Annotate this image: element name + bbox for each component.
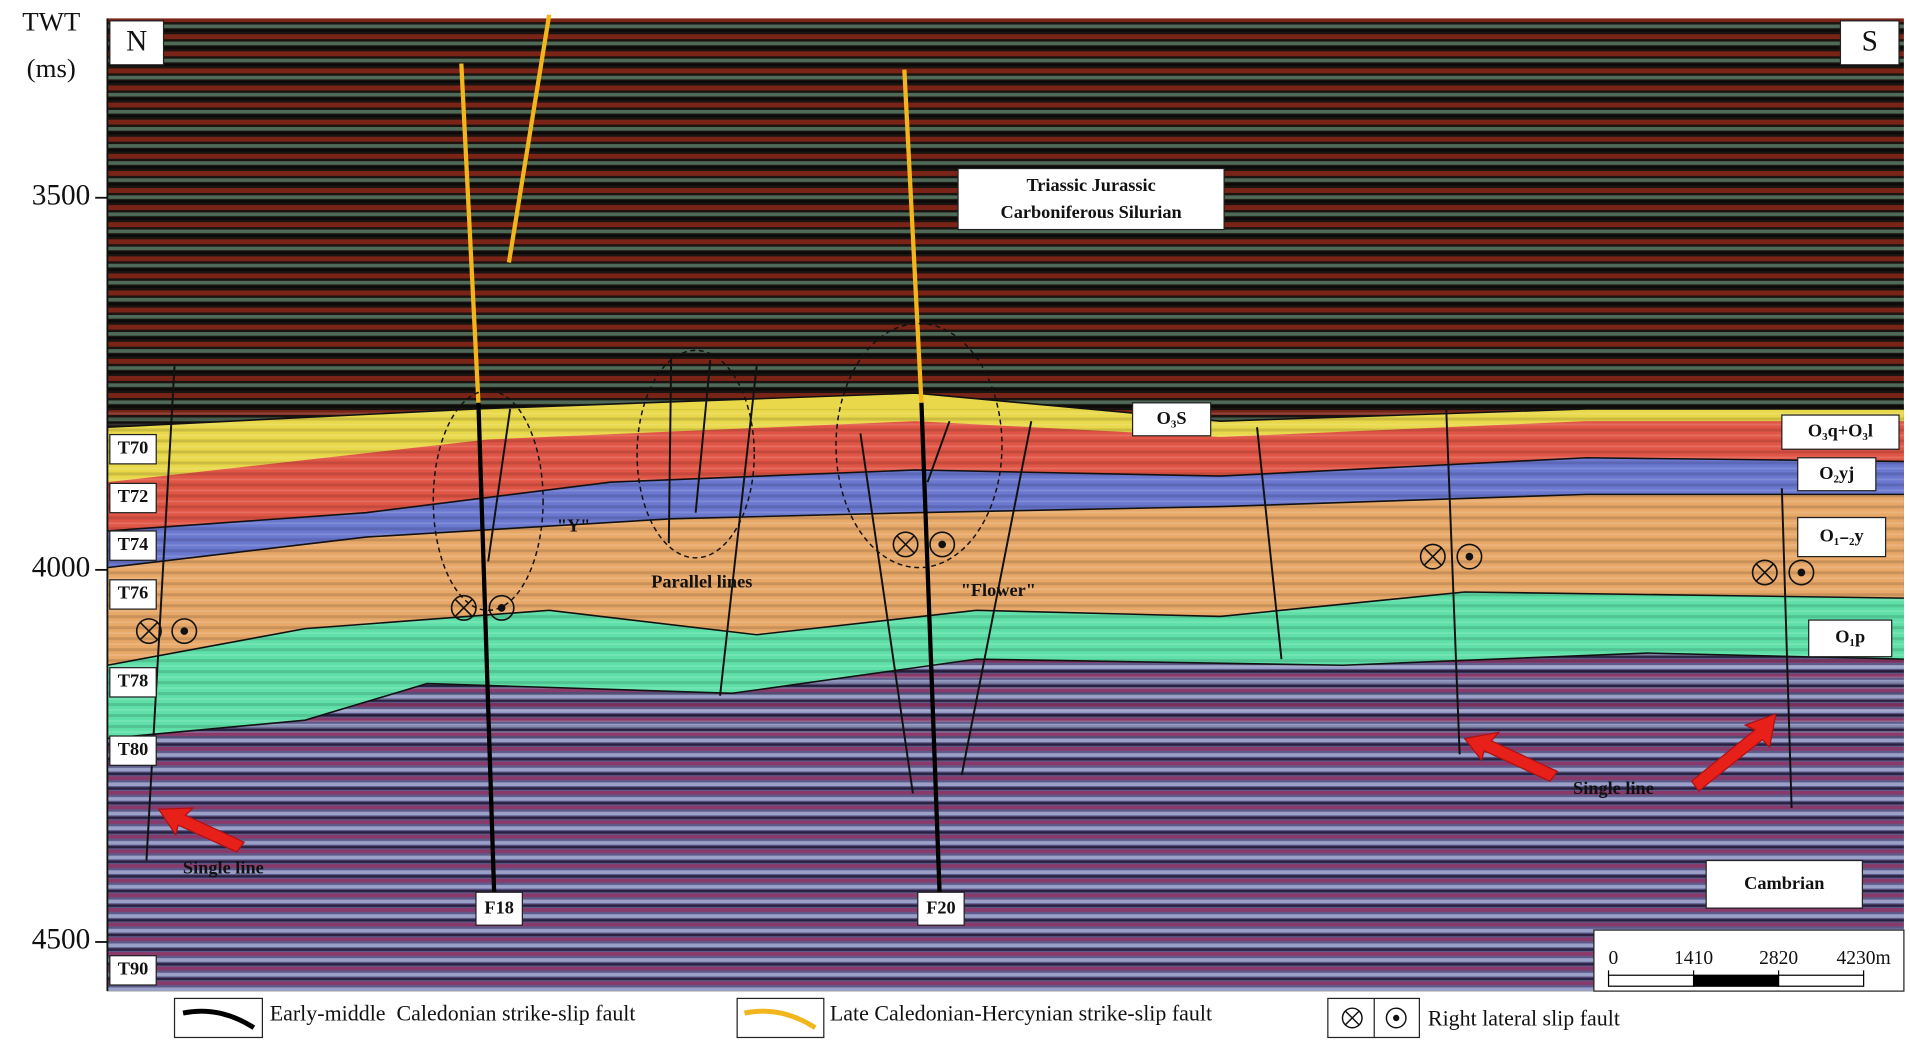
horizon-box (109, 530, 157, 561)
y-tick-label: 3500 (32, 179, 91, 211)
legend-label: Early-middle Caledonian strike-slip faul… (270, 1001, 636, 1026)
horizon-label: T76 (118, 583, 149, 603)
scale-tick-label: 2820 (1759, 948, 1798, 969)
formation-labels: Triassic Jurassic Carboniferous Silurian… (957, 167, 1900, 909)
horizon-label: T78 (118, 671, 149, 691)
formation-label: O₁₋₂y (1820, 525, 1864, 545)
annotation: Single line (1573, 778, 1654, 798)
annotation: Parallel lines (651, 572, 752, 592)
fault-label: F18 (484, 898, 513, 918)
horizon-label: T72 (118, 486, 149, 506)
horizon-label: T74 (118, 534, 149, 554)
arrows (157, 713, 1777, 853)
formation-label: O₂yj (1819, 463, 1854, 483)
seismic-section (107, 18, 1904, 992)
scale-segment (1777, 974, 1865, 987)
y-tick-label: 4500 (32, 924, 91, 956)
legend-label: Right lateral slip fault (1428, 1005, 1620, 1030)
scale-tick-label: 4230m (1837, 948, 1891, 969)
y-tick-label: 4000 (32, 552, 91, 584)
horizon-label: T90 (118, 959, 149, 979)
annotation: "Flower" (961, 580, 1036, 600)
compass-label: N (126, 26, 147, 58)
fault-label: F20 (926, 898, 955, 918)
formation-label: O₃q+O₃l (1808, 420, 1873, 440)
scale-tick-label: 1410 (1674, 948, 1713, 969)
axis: TWT (ms) 3500 4000 4500 (22, 7, 109, 992)
annotations: "Y" Parallel lines "Flower" Single line … (183, 516, 1654, 926)
horizon-box (109, 735, 157, 766)
slip-symbols (135, 531, 1815, 645)
scale-bar: 0 1410 2820 4230m (1593, 929, 1905, 992)
compass-label: S (1862, 26, 1878, 58)
legend-label: Late Caledonian-Hercynian strike-slip fa… (830, 1001, 1212, 1026)
axis-title: (ms) (27, 53, 76, 83)
scale-tick-label: 0 (1609, 948, 1619, 969)
horizon-box (109, 482, 157, 514)
formation-label: O₃S (1157, 408, 1187, 428)
horizon-box (109, 667, 157, 698)
legend: Early-middle Caledonian strike-slip faul… (173, 997, 1620, 1039)
formation-label: Triassic Jurassic (1026, 175, 1155, 195)
formation-label: O₁p (1835, 627, 1865, 647)
annotation: Single line (183, 857, 264, 877)
horizon-box (109, 579, 157, 610)
horizon-label: T80 (118, 739, 149, 759)
axis-title: TWT (22, 7, 80, 37)
faults (145, 14, 1793, 898)
formation-label: Cambrian (1744, 873, 1824, 893)
scale-segment (1692, 974, 1780, 987)
horizon-box (109, 955, 157, 986)
horizon-box (109, 433, 157, 465)
horizon-label: T70 (118, 437, 149, 457)
scale-segment (1607, 974, 1695, 987)
formation-label: Carboniferous Silurian (1001, 202, 1182, 222)
annotation: "Y" (557, 516, 591, 536)
